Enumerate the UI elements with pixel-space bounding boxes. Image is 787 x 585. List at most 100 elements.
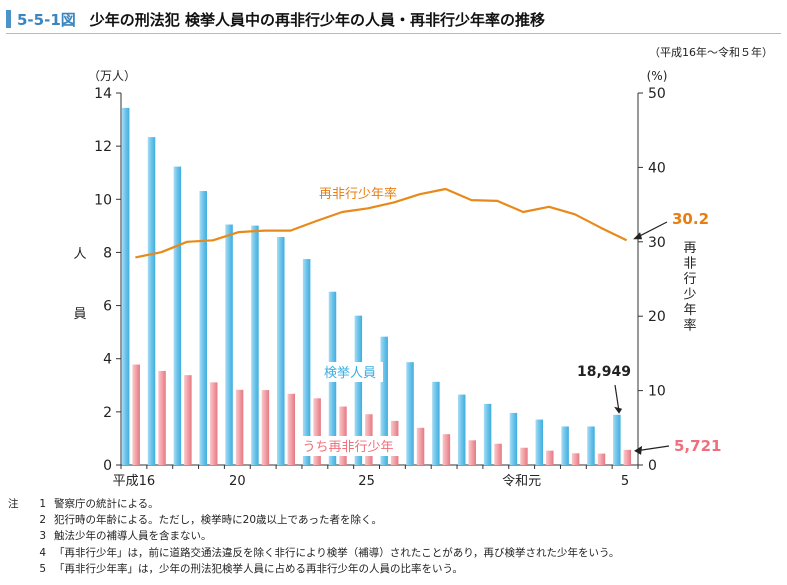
right-axis-title-char: 率 (683, 318, 696, 334)
right-tick-label: 0 (648, 458, 657, 474)
left-tick-label: 2 (103, 405, 112, 421)
x-tick-label: 20 (229, 474, 246, 489)
right-axis-title-char: 年 (683, 303, 696, 318)
left-tick-label: 6 (103, 299, 112, 315)
series-label-total: 検挙人員 (324, 366, 376, 381)
annotation-arrowhead (634, 445, 643, 455)
left-tick-label: 8 (103, 245, 112, 261)
bar-total (199, 191, 207, 465)
annotation-arrowhead (633, 232, 643, 240)
bar-recidivist (597, 453, 606, 465)
annotation-last-rate: 30.2 (672, 210, 709, 228)
bar-recidivist (546, 450, 554, 465)
annotation-arrowhead (614, 406, 623, 414)
right-tick-label: 10 (648, 384, 666, 400)
left-tick-label: 14 (94, 86, 112, 102)
header-accent-bar (6, 10, 11, 28)
left-tick-label: 4 (103, 352, 112, 368)
bar-recidivist (442, 434, 451, 465)
note-number: 3 (39, 530, 46, 543)
right-tick-label: 30 (648, 235, 666, 251)
right-axis-title-char: 再 (683, 241, 696, 256)
bar-recidivist (313, 398, 321, 465)
bar-total (147, 137, 156, 465)
note-text: 「再非行少年」は，前に道路交通法違反を除く非行により検挙（補導）されたことがあり… (54, 546, 620, 559)
bar-recidivist (339, 406, 347, 465)
note-number: 2 (39, 514, 46, 527)
right-axis-title-char: 行 (683, 272, 696, 287)
bar-recidivist (261, 390, 270, 465)
bar-total (173, 166, 182, 466)
left-tick-label: 10 (94, 192, 112, 208)
left-axis-unit: （万人） (88, 69, 136, 83)
bar-total (535, 419, 544, 465)
series-label-rate: 再非行少年率 (319, 186, 397, 202)
series-label-recidivist: うち再非行少年 (302, 440, 393, 455)
series-label-bg (317, 362, 383, 382)
figure-header: 5-5-1図 少年の刑法犯 検挙人員中の再非行少年の人員・再非行少年率の推移 (6, 8, 545, 30)
figure-number: 5-5-1図 (17, 10, 76, 29)
bar-recidivist (623, 449, 632, 465)
note-prefix: 注 (8, 498, 19, 510)
note-row-5: 5 「再非行少年率」は，少年の刑法犯検挙人員に占める再非行少年の人員の比率をいう… (8, 561, 619, 577)
note-row-4: 4 「再非行少年」は，前に道路交通法違反を除く非行により検挙（補導）されたことが… (8, 545, 619, 561)
note-text: 「再非行少年率」は，少年の刑法犯検挙人員に占める再非行少年の人員の比率をいう。 (54, 562, 463, 575)
period-label: （平成16年～令和５年） (649, 46, 773, 59)
note-text: 犯行時の年齢による。ただし，検挙時に20歳以上であった者を除く。 (54, 514, 382, 527)
bar-recidivist (520, 447, 528, 465)
bar-total (561, 426, 569, 465)
line-rate (135, 187, 628, 259)
right-tick-label: 40 (648, 160, 666, 176)
bar-total (380, 336, 388, 465)
bar-recidivist (158, 370, 166, 465)
figure-title: 少年の刑法犯 検挙人員中の再非行少年の人員・再非行少年率の推移 (89, 10, 545, 29)
bar-recidivist (416, 427, 425, 465)
note-row-3: 3 触法少年の補導人員を含まない。 (8, 528, 619, 544)
bar-total (277, 237, 285, 465)
notes: 注 1 警察庁の統計による。 2 犯行時の年齢による。ただし，検挙時に20歳以上… (8, 496, 619, 577)
right-axis-title-char: 少 (683, 288, 696, 303)
bar-total (613, 414, 621, 465)
bar-recidivist (571, 453, 580, 465)
annotation-last-recidivist: 5,721 (674, 437, 721, 455)
bar-total (587, 426, 595, 465)
note-text: 警察庁の統計による。 (54, 498, 159, 510)
left-axis-title-char: 人 (73, 247, 86, 262)
bar-total (406, 362, 414, 465)
note-row-1: 注 1 警察庁の統計による。 (8, 496, 619, 512)
bar-total (432, 381, 440, 465)
bar-total (354, 315, 363, 465)
x-tick-label: 25 (358, 474, 375, 489)
right-axis-unit: (%) (647, 69, 668, 83)
note-text: 触法少年の補導人員を含まない。 (54, 530, 212, 543)
bar-recidivist (235, 389, 244, 465)
x-tick-label: 平成16 (113, 474, 156, 489)
x-tick-label: 令和元 (502, 474, 541, 489)
bar-recidivist (287, 393, 296, 465)
bar-total (251, 225, 259, 465)
note-number: 1 (39, 498, 46, 510)
bar-total (509, 412, 518, 465)
series-label-bg (296, 436, 400, 456)
bar-recidivist (468, 440, 476, 465)
right-tick-label: 20 (648, 309, 666, 325)
annotation-last-total: 18,949 (577, 364, 631, 380)
annotation-arrow-total (614, 384, 620, 412)
bar-total (121, 107, 130, 465)
bar-recidivist (184, 375, 192, 465)
bar-total (302, 259, 311, 465)
bar-recidivist (209, 382, 218, 465)
note-row-2: 2 犯行時の年齢による。ただし，検挙時に20歳以上であった者を除く。 (8, 512, 619, 528)
right-tick-label: 50 (648, 86, 666, 102)
left-axis-title-char: 員 (73, 307, 86, 322)
note-number: 5 (39, 562, 46, 575)
bar-recidivist (132, 364, 140, 465)
header-divider (6, 33, 781, 34)
bar-recidivist (494, 443, 502, 465)
left-tick-label: 12 (94, 139, 112, 155)
note-number: 4 (39, 546, 46, 559)
bar-total (225, 224, 233, 465)
bar-total (483, 403, 492, 465)
annotation-arrow-rate (636, 221, 668, 238)
